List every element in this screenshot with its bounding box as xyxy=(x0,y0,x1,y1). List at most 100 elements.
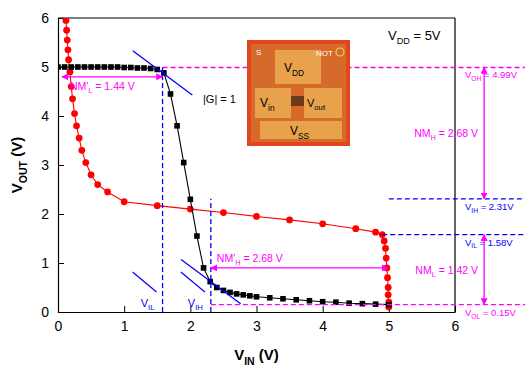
x-axis-title-part: IN xyxy=(244,355,255,367)
inset-label-part: SS xyxy=(298,131,310,141)
hline-label: VOH = 4.99V xyxy=(465,69,518,82)
noise-margin-label-part: NM' xyxy=(217,252,235,264)
x-tick-mark xyxy=(323,306,324,312)
inset-channel xyxy=(291,96,304,106)
y-tick-label: 5 xyxy=(41,59,49,75)
data-point xyxy=(121,65,127,71)
chart-svg: 01234560123456VIN (V)VOUT (V)VOH = 4.99V… xyxy=(0,0,530,378)
x-tick-label: 0 xyxy=(55,318,63,334)
data-point xyxy=(385,291,392,298)
data-point xyxy=(128,65,134,71)
x-axis: 0123456 xyxy=(55,306,460,334)
data-point xyxy=(148,66,154,72)
annotation-text-part: |G| = 1 xyxy=(203,93,236,105)
data-point xyxy=(286,216,293,223)
inset-label: VSS xyxy=(290,124,310,141)
inset-label: VDD xyxy=(284,61,304,78)
series-line xyxy=(66,20,389,307)
data-point xyxy=(280,296,286,302)
data-point xyxy=(154,202,161,209)
data-point xyxy=(320,299,326,305)
inset-pad xyxy=(304,88,342,118)
x-tick: 3 xyxy=(253,306,261,334)
inset-mark xyxy=(336,48,344,56)
data-point xyxy=(94,181,101,188)
y-axis-title-part: V xyxy=(8,183,25,193)
annotations: VOH = 4.99VVIH = 2.31VVIL = 1.58VVOL = 0… xyxy=(62,28,525,320)
data-point xyxy=(254,294,260,300)
x-tick-label: 2 xyxy=(187,318,195,334)
inset-label-part: NOT xyxy=(316,49,333,58)
y-tick: 1 xyxy=(41,255,64,271)
y-tick-label: 0 xyxy=(41,304,49,320)
y-tick-label: 4 xyxy=(41,108,49,124)
inset-label: NOT xyxy=(316,49,333,58)
data-point xyxy=(68,64,74,70)
background xyxy=(0,0,530,378)
data-point xyxy=(383,255,390,262)
noise-margin-arrow xyxy=(483,67,484,198)
annotation-text: VDD = 5V xyxy=(388,28,441,46)
y-tick: 6 xyxy=(41,10,64,26)
noise-margin-arrow xyxy=(211,267,388,268)
inset-border xyxy=(247,40,350,146)
data-point xyxy=(240,292,246,298)
data-point xyxy=(253,213,260,220)
inset-label-part: V xyxy=(284,61,292,75)
y-tick-label: 6 xyxy=(41,10,49,26)
noise-margin-label-part: NM xyxy=(414,127,430,139)
data-point xyxy=(319,220,326,227)
noise-margin-label-part: NM' xyxy=(70,80,88,92)
data-point xyxy=(76,135,83,142)
data-point xyxy=(102,64,108,70)
data-point xyxy=(381,238,388,245)
hline-label-part: = 2.31V xyxy=(478,201,514,212)
data-point xyxy=(63,18,70,24)
noise-margin-label-part: = 2.68 V xyxy=(436,127,478,139)
data-point xyxy=(352,225,359,232)
inset-label: Vin xyxy=(260,96,275,113)
data-point xyxy=(267,295,273,301)
inset-label-part: out xyxy=(314,103,326,112)
data-point xyxy=(63,27,70,34)
data-point xyxy=(108,64,114,70)
x-tick-label: 5 xyxy=(385,318,393,334)
y-tick-mark xyxy=(58,116,64,117)
y-tick-mark xyxy=(58,312,64,313)
data-point xyxy=(88,171,95,178)
inset-label-part: V xyxy=(290,124,298,138)
data-point xyxy=(174,123,180,129)
y-axis: 0123456 xyxy=(41,10,64,320)
data-point xyxy=(372,229,379,236)
y-tick: 3 xyxy=(41,157,64,173)
data-point xyxy=(95,64,101,70)
noise-margin-label-part: = 1.42 V xyxy=(436,264,478,276)
vline-label: VIL xyxy=(141,297,155,312)
data-point xyxy=(307,298,313,304)
y-tick-label: 1 xyxy=(41,255,49,271)
inset-background xyxy=(251,44,346,142)
annotation-text: |G| = 1 xyxy=(203,93,236,105)
inset-label: S xyxy=(256,48,261,57)
data-point xyxy=(168,91,174,97)
y-tick: 5 xyxy=(41,59,64,75)
inset-image: SNOTVDDVinVoutVSS xyxy=(247,40,350,146)
data-point xyxy=(121,198,128,205)
reference-hline xyxy=(389,198,525,199)
data-point xyxy=(58,64,61,70)
data-point xyxy=(104,189,111,196)
reference-hline xyxy=(382,234,525,235)
series-1 xyxy=(58,64,392,307)
data-point xyxy=(62,64,68,70)
frame-top xyxy=(58,17,455,18)
hline-label: VOL = 0.15V xyxy=(465,307,517,320)
data-point xyxy=(65,46,72,53)
tangent-line xyxy=(133,51,193,95)
x-tick: 4 xyxy=(319,306,327,334)
annotation-text-part: V xyxy=(388,28,397,43)
noise-margin-label: NM'H = 2.68 V xyxy=(217,252,283,267)
data-point xyxy=(135,65,141,71)
inset-label-part: DD xyxy=(292,68,304,78)
x-tick: 6 xyxy=(452,306,460,334)
y-tick-mark xyxy=(58,263,64,264)
